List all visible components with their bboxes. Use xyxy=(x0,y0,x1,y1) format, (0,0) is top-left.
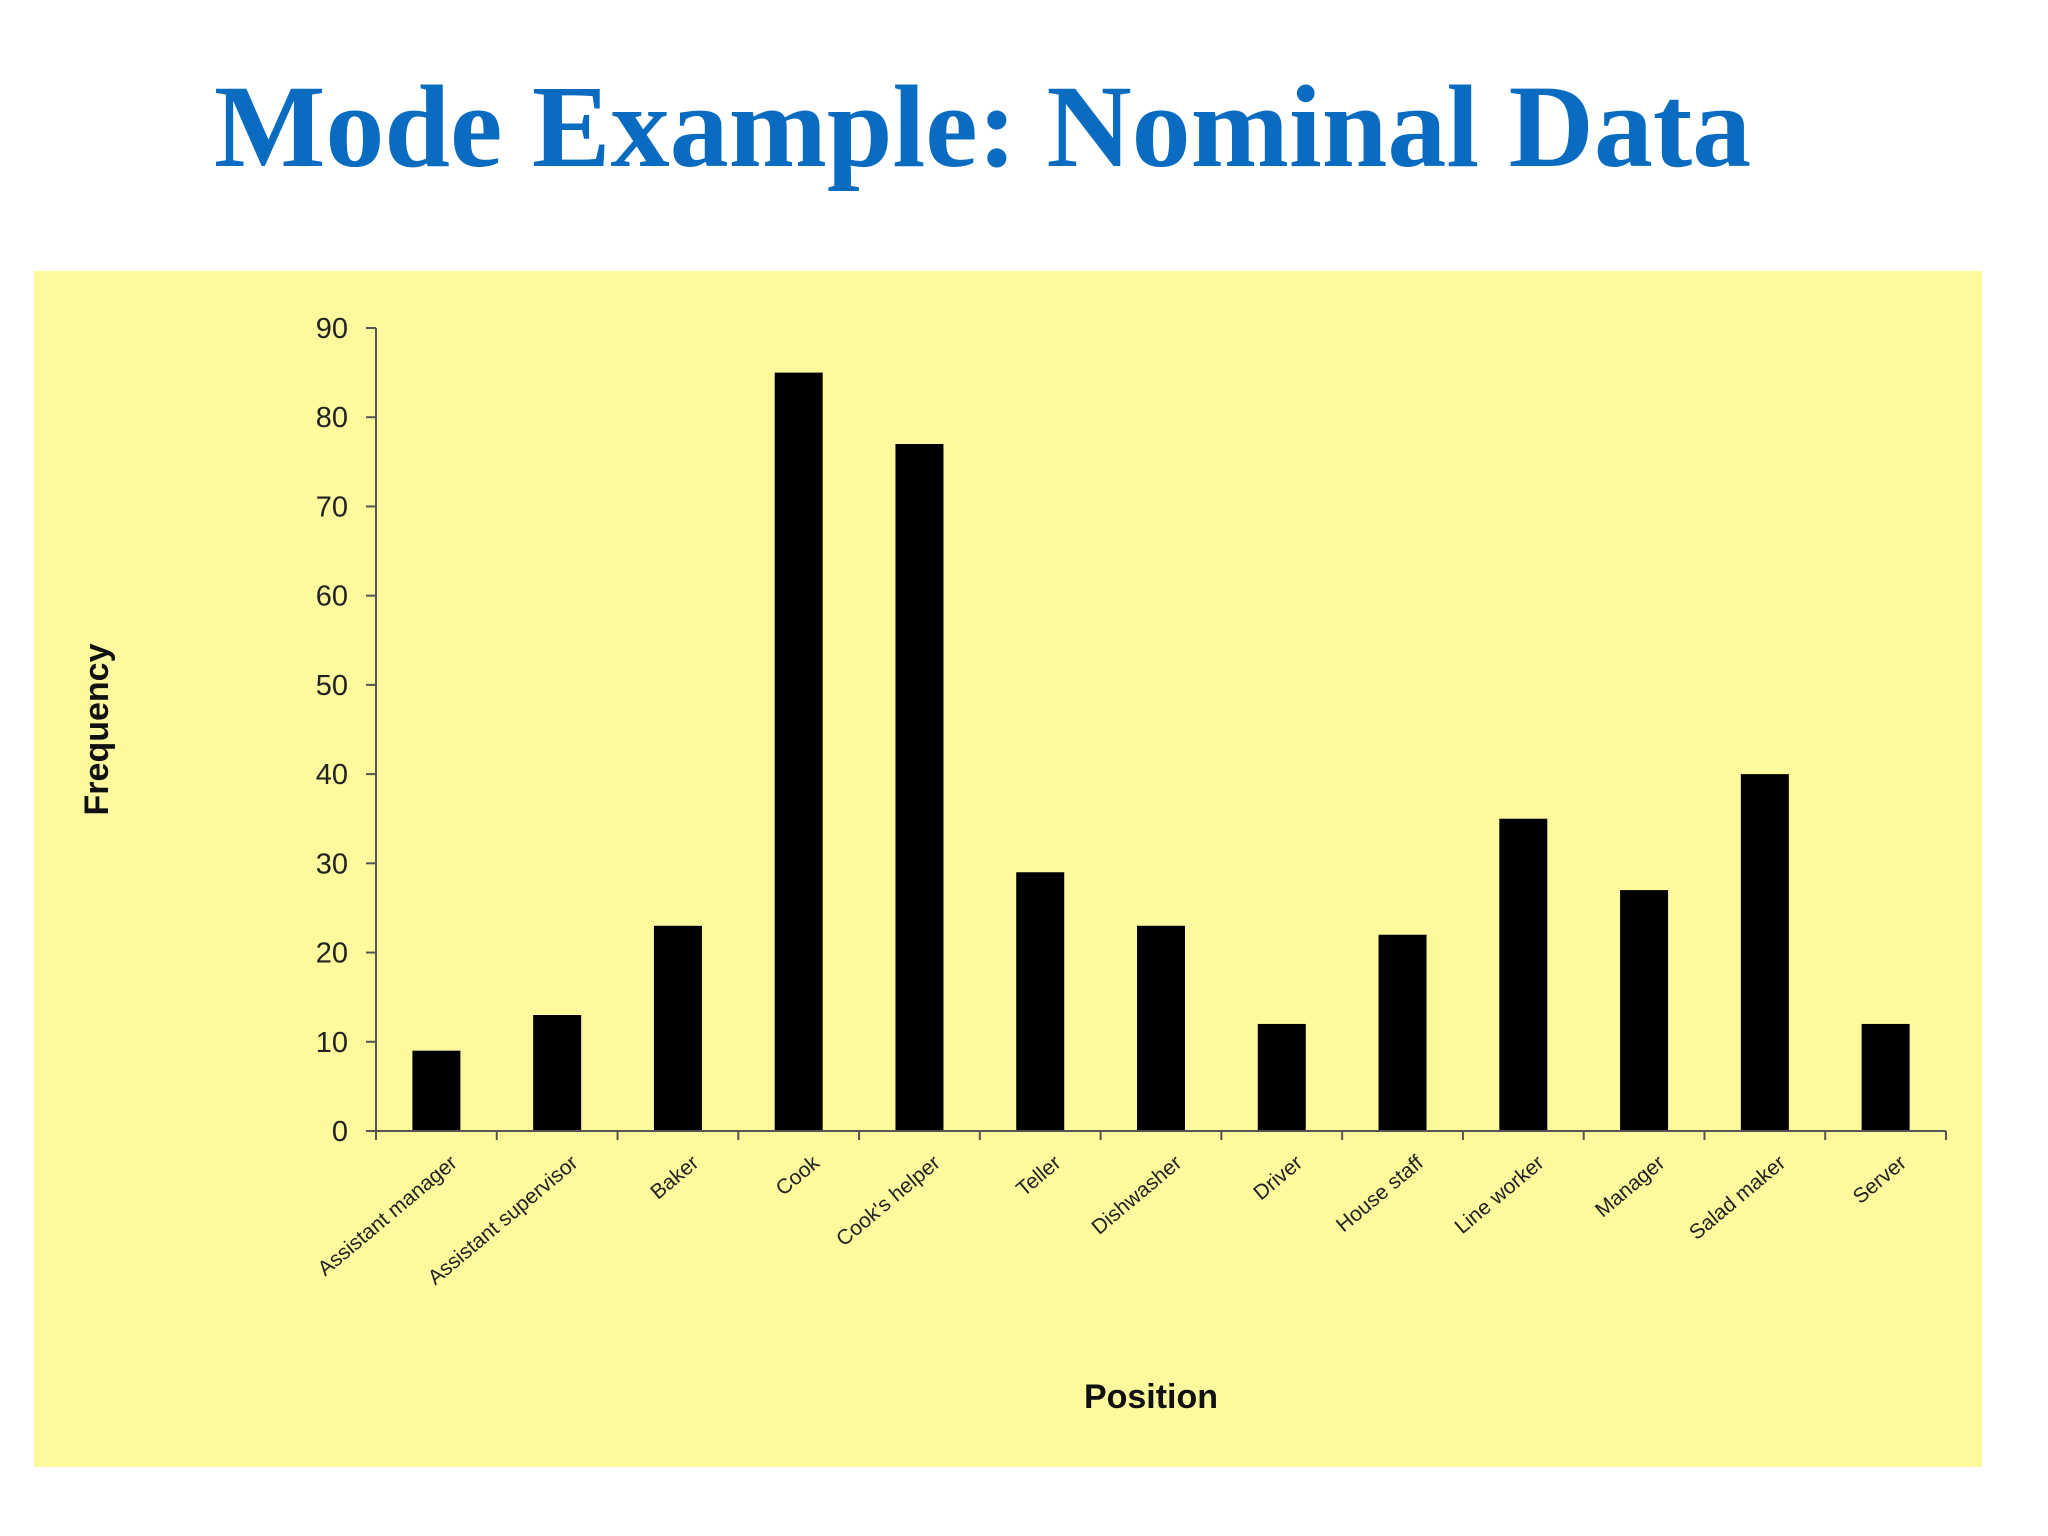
y-tick-label: 10 xyxy=(316,1027,348,1059)
bar-assistant-manager xyxy=(412,1050,461,1131)
bar-salad-maker xyxy=(1740,774,1789,1131)
x-category-label: Dishwasher xyxy=(1087,1151,1186,1239)
chart-panel: 0 10 20 30 40 50 60 70 80 90 Assistant manager Ass… xyxy=(34,271,1982,1467)
bar-assistant-supervisor xyxy=(533,1015,582,1131)
y-tick-label: 50 xyxy=(316,670,348,702)
y-tick-label: 20 xyxy=(316,938,348,970)
bar-cook-s-helper xyxy=(895,443,944,1131)
bars xyxy=(412,372,1910,1132)
bar-house-staff xyxy=(1378,934,1427,1131)
y-tick-label: 60 xyxy=(316,581,348,613)
y-tick-label: 30 xyxy=(316,848,348,880)
y-tick-label: 90 xyxy=(316,313,348,345)
x-category-label: Server xyxy=(1849,1151,1911,1208)
x-category-label: Cook xyxy=(772,1151,825,1200)
x-category-label: Teller xyxy=(1012,1151,1065,1201)
bar-driver xyxy=(1257,1023,1306,1131)
x-category-label: Driver xyxy=(1249,1151,1307,1205)
y-tick-label: 40 xyxy=(316,759,348,791)
bar-server xyxy=(1861,1023,1910,1131)
y-tick-label: 0 xyxy=(332,1116,348,1148)
bar-cook xyxy=(774,372,823,1132)
y-axis-label: Frequency xyxy=(78,643,116,815)
x-category-label: Cook's helper xyxy=(832,1151,945,1251)
bar-baker xyxy=(653,925,702,1131)
y-tick-label: 70 xyxy=(316,491,348,523)
y-tick-label: 80 xyxy=(316,402,348,434)
slide-title: Mode Example: Nominal Data xyxy=(214,61,1752,192)
bar-chart: 0 10 20 30 40 50 60 70 80 90 Assistant managerAss… xyxy=(78,313,1947,1416)
x-category-label: House staff xyxy=(1332,1151,1428,1237)
bar-manager xyxy=(1620,890,1669,1131)
bar-line-worker xyxy=(1499,818,1548,1131)
x-category-label: Baker xyxy=(646,1151,703,1204)
bar-dishwasher xyxy=(1137,925,1185,1131)
x-axis-label: Position xyxy=(1084,1378,1218,1416)
bar-teller xyxy=(1016,872,1065,1131)
x-category-label: Manager xyxy=(1591,1151,1669,1222)
y-axis-ticks: 0 10 20 30 40 50 60 70 80 90 xyxy=(316,313,376,1148)
x-category-label: Line worker xyxy=(1451,1151,1549,1238)
x-category-label: Salad maker xyxy=(1685,1151,1790,1244)
